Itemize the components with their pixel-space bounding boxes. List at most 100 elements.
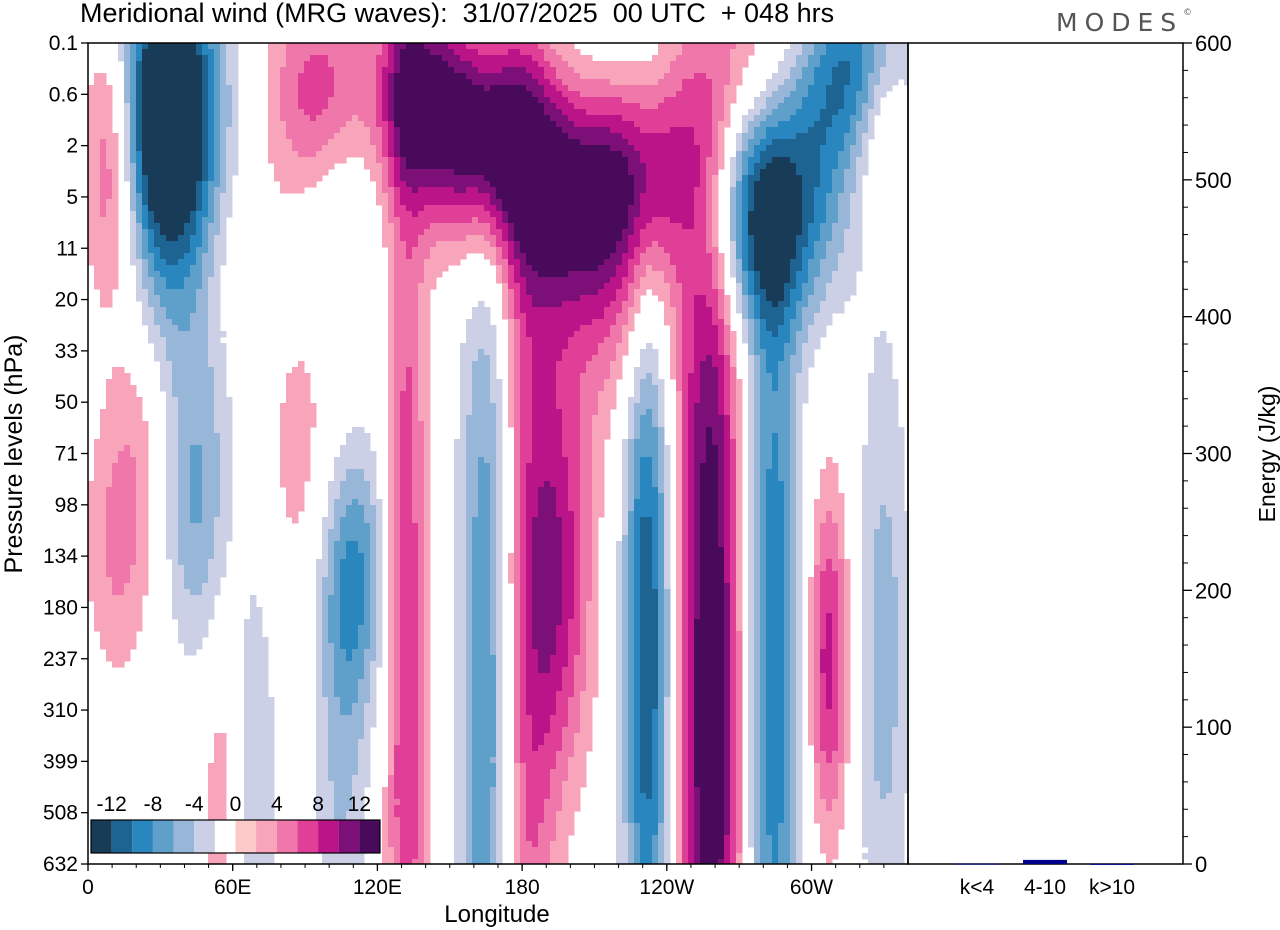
- contour-cell: [532, 145, 539, 152]
- contour-cell: [796, 151, 803, 158]
- contour-cell: [196, 43, 203, 50]
- contour-cell: [550, 193, 557, 200]
- contour-cell: [310, 169, 317, 176]
- contour-cell: [772, 295, 779, 302]
- contour-cell: [136, 73, 143, 80]
- contour-cell: [184, 85, 191, 92]
- contour-cell: [592, 271, 599, 278]
- contour-cell: [406, 169, 413, 176]
- contour-cell: [184, 169, 191, 176]
- contour-cell: [676, 175, 683, 182]
- contour-cell: [190, 79, 197, 86]
- contour-cell: [388, 169, 395, 176]
- contour-cell: [100, 241, 107, 248]
- contour-cell: [652, 115, 659, 122]
- contour-cell: [652, 127, 659, 134]
- contour-cell: [826, 163, 833, 170]
- contour-cell: [430, 241, 437, 248]
- contour-cell: [598, 241, 605, 248]
- contour-cell: [568, 151, 575, 158]
- contour-cell: [334, 121, 341, 128]
- contour-cell: [286, 115, 293, 122]
- contour-cell: [580, 283, 587, 290]
- contour-cell: [880, 55, 887, 62]
- contour-cell: [100, 301, 107, 308]
- contour-cell: [226, 97, 233, 104]
- contour-cell: [166, 55, 173, 62]
- contour-cell: [604, 235, 611, 242]
- contour-cell: [640, 73, 647, 80]
- contour-cell: [568, 121, 575, 128]
- contour-cell: [226, 121, 233, 128]
- contour-cell: [574, 55, 581, 62]
- contour-cell: [730, 85, 737, 92]
- contour-cell: [484, 133, 491, 140]
- contour-cell: [586, 217, 593, 224]
- contour-cell: [712, 163, 719, 170]
- contour-cell: [310, 73, 317, 80]
- contour-cell: [538, 127, 545, 134]
- contour-cell: [538, 109, 545, 116]
- contour-cell: [424, 193, 431, 200]
- contour-cell: [544, 193, 551, 200]
- contour-cell: [436, 271, 443, 278]
- contour-cell: [676, 235, 683, 242]
- contour-cell: [688, 43, 695, 50]
- contour-cell: [634, 217, 641, 224]
- contour-cell: [142, 205, 149, 212]
- contour-cell: [754, 193, 761, 200]
- contour-cell: [466, 175, 473, 182]
- contour-cell: [838, 103, 845, 110]
- contour-cell: [544, 217, 551, 224]
- contour-cell: [574, 289, 581, 296]
- contour-cell: [622, 235, 629, 242]
- contour-cell: [802, 241, 809, 248]
- contour-cell: [760, 97, 767, 104]
- contour-cell: [658, 295, 665, 302]
- contour-cell: [274, 175, 281, 182]
- contour-cell: [406, 49, 413, 56]
- contour-cell: [616, 283, 623, 290]
- contour-cell: [538, 145, 545, 152]
- contour-cell: [310, 145, 317, 152]
- contour-cell: [562, 241, 569, 248]
- contour-cell: [766, 145, 773, 152]
- contour-cell: [568, 43, 575, 50]
- contour-cell: [106, 181, 113, 188]
- contour-cell: [316, 175, 323, 182]
- contour-cell: [178, 205, 185, 212]
- contour-cell: [364, 49, 371, 56]
- contour-cell: [670, 61, 677, 68]
- contour-cell: [838, 253, 845, 260]
- contour-cell: [844, 235, 851, 242]
- contour-cell: [460, 121, 467, 128]
- contour-cell: [760, 169, 767, 176]
- contour-cell: [148, 151, 155, 158]
- contour-cell: [646, 211, 653, 218]
- contour-cell: [706, 103, 713, 110]
- contour-cell: [424, 91, 431, 98]
- contour-cell: [514, 187, 521, 194]
- contour-cell: [448, 103, 455, 110]
- contour-cell: [136, 229, 143, 236]
- contour-cell: [136, 157, 143, 164]
- contour-cell: [784, 115, 791, 122]
- contour-cell: [502, 271, 509, 278]
- contour-cell: [526, 223, 533, 230]
- contour-cell: [790, 163, 797, 170]
- contour-cell: [526, 109, 533, 116]
- contour-cell: [418, 265, 425, 272]
- contour-cell: [844, 127, 851, 134]
- contour-cell: [820, 169, 827, 176]
- contour-cell: [190, 277, 197, 284]
- contour-cell: [646, 277, 653, 284]
- contour-cell: [634, 211, 641, 218]
- contour-cell: [316, 163, 323, 170]
- contour-cell: [574, 211, 581, 218]
- contour-cell: [394, 241, 401, 248]
- contour-cell: [202, 79, 209, 86]
- contour-cell: [184, 325, 191, 332]
- contour-cell: [706, 151, 713, 158]
- contour-cell: [226, 199, 233, 206]
- contour-cell: [592, 283, 599, 290]
